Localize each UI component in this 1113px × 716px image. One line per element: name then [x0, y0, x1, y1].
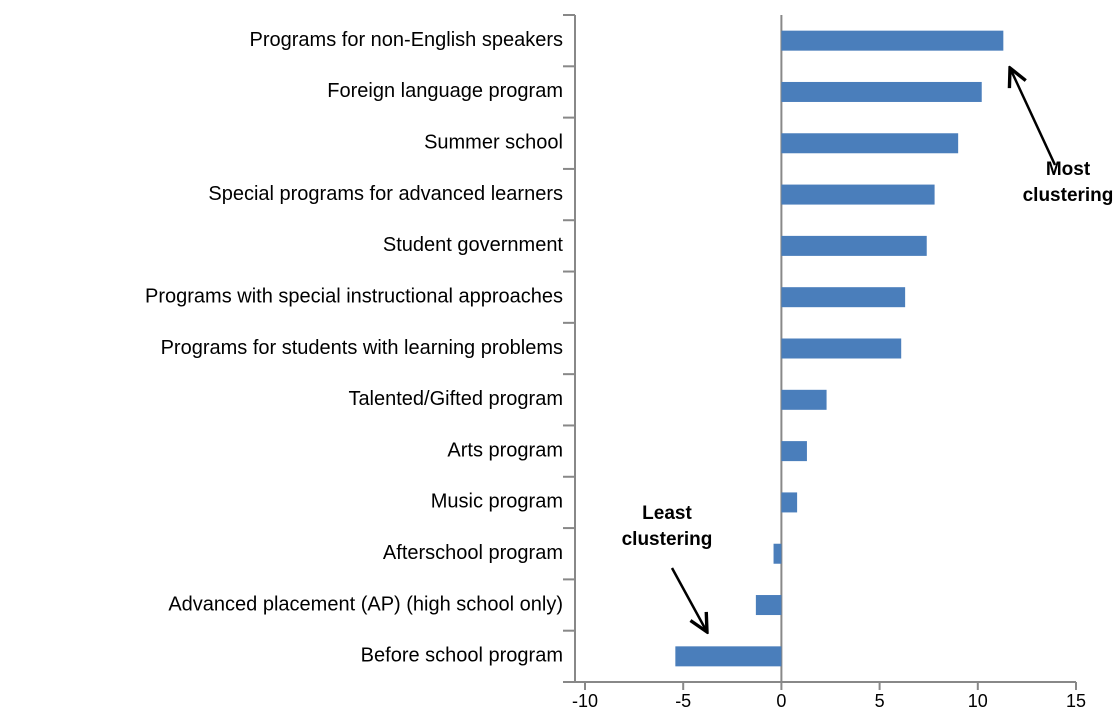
- x-tick-label: 15: [1066, 691, 1086, 711]
- bar: [781, 492, 798, 513]
- category-label: Programs with special instructional appr…: [145, 285, 563, 307]
- x-tick-label: 10: [968, 691, 988, 711]
- annotation: Least: [642, 503, 692, 524]
- category-label: Programs for students with learning prob…: [161, 337, 563, 359]
- bar: [781, 133, 959, 154]
- bar: [781, 389, 827, 410]
- bar: [773, 543, 782, 564]
- x-tick-label: 5: [875, 691, 885, 711]
- bar: [781, 338, 902, 359]
- x-tick-label: -5: [675, 691, 691, 711]
- category-label: Summer school: [424, 132, 563, 154]
- bar: [781, 81, 982, 102]
- category-label: Afterschool program: [383, 542, 563, 564]
- category-label: Arts program: [447, 439, 563, 461]
- arrow: [1010, 68, 1057, 166]
- bar: [755, 595, 782, 616]
- annotation: Most: [1046, 159, 1091, 180]
- category-label: Foreign language program: [327, 80, 563, 102]
- x-tick-label: 0: [776, 691, 786, 711]
- bar: [675, 646, 782, 667]
- category-label: Student government: [383, 234, 564, 256]
- bar: [781, 30, 1004, 51]
- bar: [781, 184, 935, 205]
- bar: [781, 441, 807, 462]
- category-label: Programs for non-English speakers: [250, 29, 563, 51]
- bar: [781, 287, 906, 308]
- bar: [781, 235, 927, 256]
- category-label: Special programs for advanced learners: [208, 183, 563, 205]
- annotation: clustering: [622, 529, 713, 550]
- category-label: Before school program: [361, 645, 563, 667]
- annotation: clustering: [1023, 185, 1113, 206]
- arrow: [670, 567, 707, 632]
- category-label: Talented/Gifted program: [348, 388, 563, 410]
- category-label: Advanced placement (AP) (high school onl…: [168, 593, 563, 615]
- x-tick-label: -10: [572, 691, 598, 711]
- category-label: Music program: [431, 491, 563, 513]
